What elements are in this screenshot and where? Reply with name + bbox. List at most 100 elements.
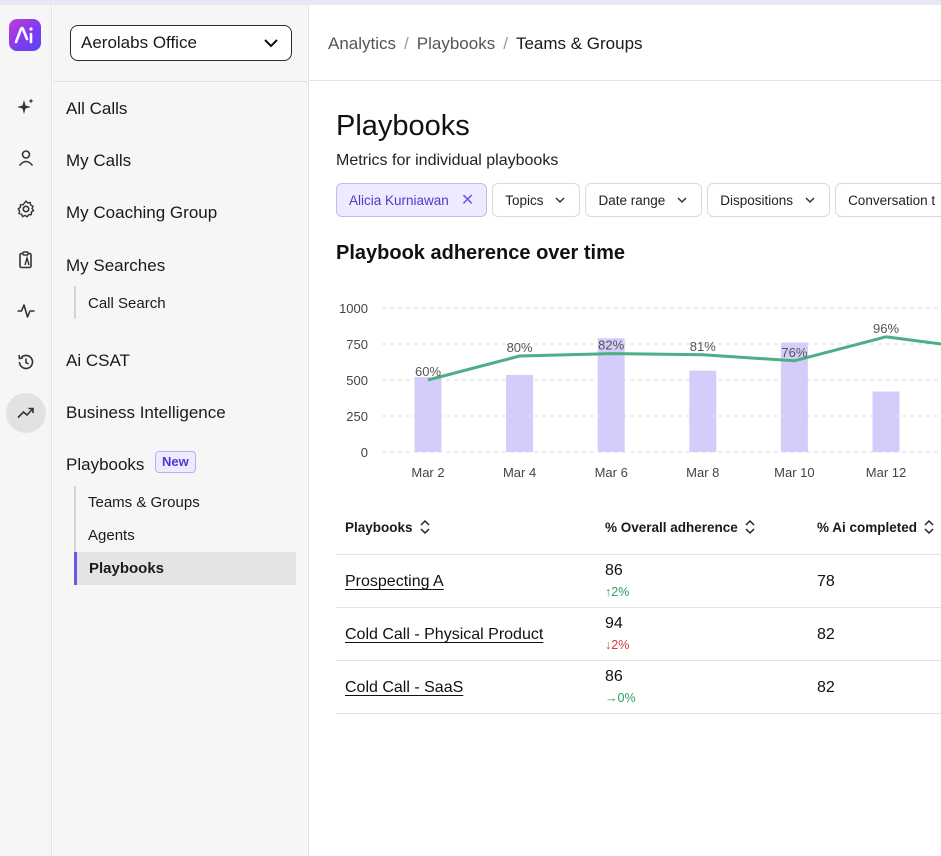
icon-rail xyxy=(0,5,52,856)
app-logo[interactable] xyxy=(9,19,41,51)
top-accent-bar xyxy=(0,0,941,5)
data-label: 82% xyxy=(598,338,624,353)
x-tick-label: Mar 6 xyxy=(595,465,628,480)
ai-completed-value: 82 xyxy=(817,679,835,696)
new-badge: New xyxy=(155,451,196,473)
data-label: 80% xyxy=(507,340,533,355)
close-icon[interactable]: ✕ xyxy=(460,192,475,209)
playbook-link[interactable]: Cold Call - Physical Product xyxy=(345,626,544,643)
y-tick-label: 1000 xyxy=(339,301,368,316)
breadcrumb-separator: / xyxy=(404,34,409,53)
gear-icon[interactable] xyxy=(6,189,46,229)
y-tick-label: 500 xyxy=(346,373,368,388)
row-divider xyxy=(336,554,941,555)
y-tick-label: 250 xyxy=(346,409,368,424)
sidebar-item-playbooks[interactable]: Playbooks xyxy=(66,455,145,474)
sidebar-item-call-search[interactable]: Call Search xyxy=(88,295,166,312)
page-title: Playbooks xyxy=(336,110,470,142)
top-header: Analytics / Playbooks / Teams & Groups xyxy=(310,5,941,81)
sidebar-item-agents[interactable]: Agents xyxy=(88,527,135,544)
sort-icon xyxy=(420,519,430,535)
overall-adherence-value: 94 xyxy=(605,615,623,632)
sparkle-icon[interactable] xyxy=(6,87,46,127)
ai-completed-value: 78 xyxy=(817,573,835,590)
column-header-label: % Ai completed xyxy=(817,519,918,535)
chart-title: Playbook adherence over time xyxy=(336,242,626,264)
sidebar-item-business-intelligence[interactable]: Business Intelligence xyxy=(66,403,226,422)
arrow-up-icon: ↑ xyxy=(605,585,612,599)
breadcrumb-current: Teams & Groups xyxy=(515,34,643,53)
row-divider xyxy=(336,713,941,714)
sidebar-item-my-coaching-group[interactable]: My Coaching Group xyxy=(66,203,218,222)
sidebar-item-playbooks-sub[interactable]: Playbooks xyxy=(74,552,296,585)
filter-label: Date range xyxy=(598,192,666,208)
subnav-line xyxy=(74,486,76,585)
filter-chip-agent[interactable]: Alicia Kurniawan ✕ xyxy=(336,183,488,217)
sort-icon xyxy=(745,519,755,535)
chart-bar xyxy=(597,338,625,452)
logo-mark-icon xyxy=(14,26,33,44)
chevron-down-icon xyxy=(677,197,687,204)
arrow-down-icon: ↓ xyxy=(605,638,612,652)
column-header-overall-adherence[interactable]: % Overall adherence xyxy=(605,519,756,535)
ai-completed-value: 82 xyxy=(817,626,835,643)
sidebar-item-all-calls[interactable]: All Calls xyxy=(66,99,128,118)
chevron-down-icon xyxy=(805,197,815,204)
adherence-chart: 0 250 500 750 1000 Mar 2 Mar 4 Mar 6 Mar 8 Mar 10… xyxy=(339,301,941,480)
x-tick-label: Mar 8 xyxy=(686,465,719,480)
breadcrumb: Analytics / Playbooks / Teams & Groups xyxy=(328,34,643,54)
x-tick-label: Mar 12 xyxy=(866,465,906,480)
delta-value: 0% xyxy=(617,691,636,705)
sidebar-item-my-calls[interactable]: My Calls xyxy=(66,151,132,170)
sidebar-item-label: Playbooks xyxy=(89,560,165,577)
chart-bar xyxy=(414,377,442,452)
row-divider xyxy=(336,660,941,661)
arrow-right-icon: → xyxy=(605,691,618,705)
org-select[interactable]: Aerolabs Office xyxy=(70,25,292,61)
filter-topics[interactable]: Topics xyxy=(492,183,581,217)
activity-icon[interactable] xyxy=(6,291,46,331)
history-icon[interactable] xyxy=(6,342,46,382)
data-label: 96% xyxy=(873,321,899,336)
sidebar-item-my-searches[interactable]: My Searches xyxy=(66,256,166,275)
filter-bar: Alicia Kurniawan ✕ Topics Date range Dis… xyxy=(336,183,941,217)
filter-label: Dispositions xyxy=(720,192,794,208)
data-label: 76% xyxy=(781,345,807,360)
delta-up: ↑2% xyxy=(605,585,629,599)
chart-bar xyxy=(689,370,717,452)
column-header-label: Playbooks xyxy=(345,519,413,535)
data-label: 81% xyxy=(690,339,716,354)
column-header-playbooks[interactable]: Playbooks xyxy=(345,519,431,535)
delta-down: ↓2% xyxy=(605,638,629,652)
page-subtitle: Metrics for individual playbooks xyxy=(336,152,559,169)
data-label: 60% xyxy=(415,364,441,379)
subnav-line xyxy=(74,286,76,319)
filter-label: Conversation t xyxy=(848,192,936,208)
filter-chip-label: Alicia Kurniawan xyxy=(349,192,449,208)
chart-bar xyxy=(872,391,900,452)
chevron-down-icon xyxy=(264,39,278,48)
sidebar-item-teams-groups[interactable]: Teams & Groups xyxy=(88,494,200,511)
y-tick-label: 750 xyxy=(346,337,368,352)
user-icon[interactable] xyxy=(6,138,46,178)
breadcrumb-analytics[interactable]: Analytics xyxy=(328,34,397,53)
delta-value: 2% xyxy=(611,638,630,652)
filter-dispositions[interactable]: Dispositions xyxy=(707,183,831,217)
sidebar-item-ai-csat[interactable]: Ai CSAT xyxy=(66,351,130,370)
clipboard-icon[interactable] xyxy=(6,240,46,280)
main-content: Playbooks Metrics for individual playboo… xyxy=(310,82,941,856)
playbook-link[interactable]: Cold Call - SaaS xyxy=(345,679,464,696)
breadcrumb-separator: / xyxy=(503,34,508,53)
chart-bar xyxy=(506,374,534,452)
adherence-line xyxy=(427,335,941,382)
y-tick-label: 0 xyxy=(361,445,368,460)
x-tick-label: Mar 2 xyxy=(411,465,444,480)
filter-date-range[interactable]: Date range xyxy=(585,183,703,217)
filter-conversation[interactable]: Conversation t xyxy=(835,183,941,217)
x-tick-label: Mar 10 xyxy=(774,465,814,480)
playbook-link[interactable]: Prospecting A xyxy=(345,573,444,590)
trending-up-icon[interactable] xyxy=(6,393,46,433)
column-header-ai-completed[interactable]: % Ai completed xyxy=(817,519,935,535)
row-divider xyxy=(336,607,941,608)
breadcrumb-playbooks[interactable]: Playbooks xyxy=(416,34,496,53)
